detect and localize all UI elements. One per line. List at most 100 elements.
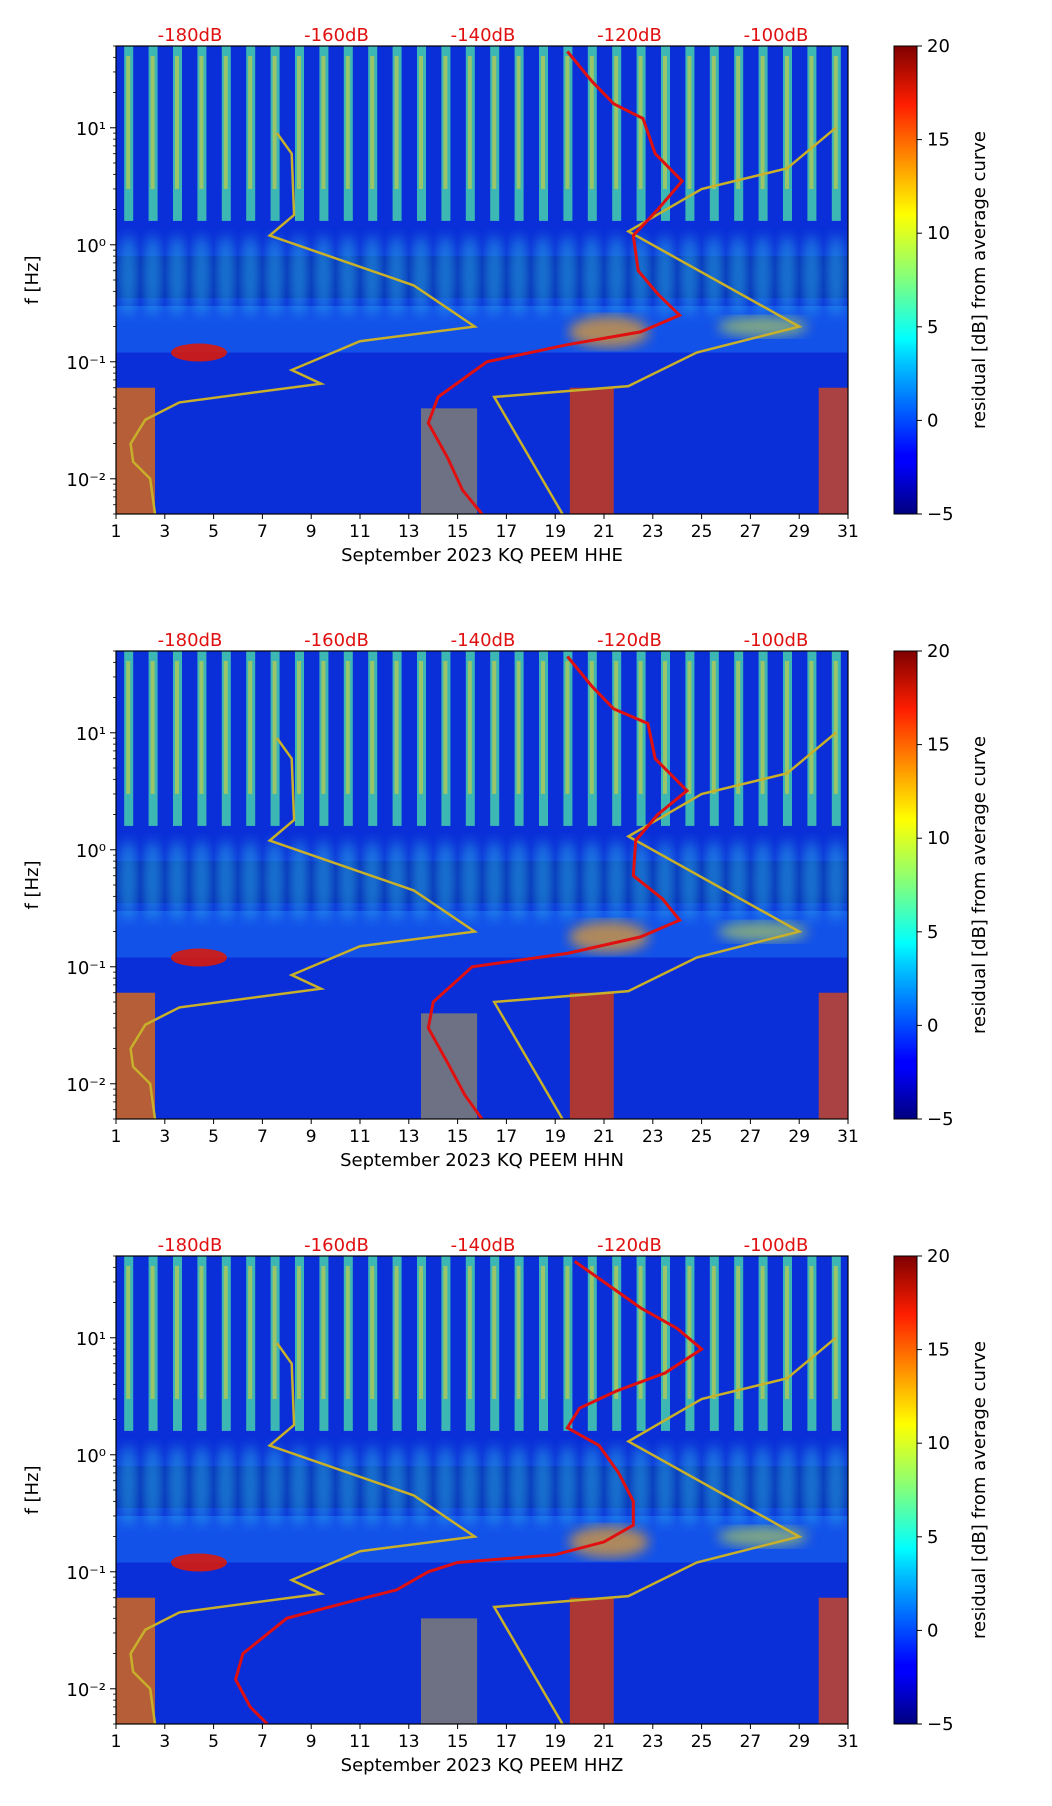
y-tick-label: 10⁻² — [66, 470, 106, 491]
top-db-label: -160dB — [304, 630, 369, 651]
x-tick-label: 13 — [398, 1127, 420, 1147]
y-tick-label: 10⁻¹ — [66, 1563, 106, 1584]
colorbar-tick-label: 20 — [927, 641, 950, 662]
spectrogram-image — [116, 1256, 848, 1724]
x-tick-label: 11 — [349, 1732, 371, 1752]
spectrogram-image — [116, 651, 848, 1119]
x-tick-label: 25 — [691, 1732, 713, 1752]
x-tick-label: 1 — [111, 1732, 122, 1752]
x-tick-label: 31 — [837, 1732, 859, 1752]
colorbar-title: residual [dB] from average curve — [969, 1341, 990, 1639]
colorbar-tick-label: 20 — [927, 1246, 950, 1267]
colorbar-tick-label: −5 — [927, 1714, 954, 1735]
x-tick-label: 29 — [788, 522, 810, 542]
colorbar-tick-label: 5 — [927, 922, 938, 943]
y-tick-label: 10⁻² — [66, 1075, 106, 1096]
top-db-label: -180dB — [158, 25, 223, 46]
y-axis-title: f [Hz] — [22, 1465, 43, 1514]
y-tick-label: 10¹ — [76, 119, 106, 140]
x-tick-label: 5 — [208, 1127, 219, 1147]
y-tick-label: 10⁻¹ — [66, 353, 106, 374]
colorbar-tick-label: 0 — [927, 1015, 938, 1036]
x-tick-label: 25 — [691, 1127, 713, 1147]
x-axis-title: September 2023 KQ PEEM HHE — [341, 545, 623, 566]
x-tick-label: 23 — [642, 522, 664, 542]
series-line-3 — [233, 1260, 705, 1724]
colorbar-tick-label: 0 — [927, 410, 938, 431]
x-tick-label: 3 — [159, 522, 170, 542]
x-tick-label: 21 — [593, 522, 615, 542]
y-tick-label: 10¹ — [76, 1329, 106, 1350]
x-tick-label: 31 — [837, 1127, 859, 1147]
x-tick-label: 1 — [111, 522, 122, 542]
y-tick-label: 10⁰ — [76, 1446, 106, 1467]
x-tick-label: 9 — [306, 1127, 317, 1147]
y-tick-label: 10⁻² — [66, 1680, 106, 1701]
x-tick-label: 9 — [306, 522, 317, 542]
colorbar-tick-label: 15 — [927, 130, 950, 151]
x-tick-label: 15 — [447, 522, 469, 542]
x-axis-title: September 2023 KQ PEEM HHZ — [341, 1755, 624, 1776]
top-db-label: -180dB — [158, 630, 223, 651]
y-axis-title: f [Hz] — [22, 860, 43, 909]
colorbar-tick-label: 10 — [927, 1433, 950, 1454]
colorbar-tick-label: −5 — [927, 504, 954, 525]
x-tick-label: 3 — [159, 1127, 170, 1147]
top-db-label: -100dB — [744, 1235, 809, 1256]
top-db-label: -180dB — [158, 1235, 223, 1256]
x-tick-label: 15 — [447, 1127, 469, 1147]
series-line-3 — [426, 50, 685, 514]
x-tick-label: 17 — [496, 1127, 518, 1147]
x-tick-label: 23 — [642, 1732, 664, 1752]
x-tick-label: 5 — [208, 1732, 219, 1752]
series-line-1 — [129, 1342, 479, 1724]
x-tick-label: 29 — [788, 1127, 810, 1147]
series-line-1 — [129, 737, 479, 1119]
y-axis-title: f [Hz] — [22, 255, 43, 304]
top-db-label: -160dB — [304, 1235, 369, 1256]
x-tick-label: 29 — [788, 1732, 810, 1752]
spectrogram-image — [116, 46, 848, 514]
x-tick-label: 21 — [593, 1732, 615, 1752]
x-tick-label: 7 — [257, 1127, 268, 1147]
y-tick-label: 10⁻¹ — [66, 958, 106, 979]
colorbar — [893, 1255, 918, 1725]
colorbar-tick-label: 20 — [927, 36, 950, 57]
x-tick-label: 3 — [159, 1732, 170, 1752]
top-db-label: -120dB — [597, 630, 662, 651]
x-tick-label: 11 — [349, 1127, 371, 1147]
x-tick-label: 27 — [740, 522, 762, 542]
x-tick-label: 27 — [740, 1732, 762, 1752]
y-tick-label: 10⁰ — [76, 236, 106, 257]
y-tick-label: 10⁰ — [76, 841, 106, 862]
colorbar-tick-label: −5 — [927, 1109, 954, 1130]
colorbar-tick-label: 15 — [927, 735, 950, 756]
x-tick-label: 1 — [111, 1127, 122, 1147]
x-tick-label: 27 — [740, 1127, 762, 1147]
top-db-label: -160dB — [304, 25, 369, 46]
x-tick-label: 9 — [306, 1732, 317, 1752]
colorbar — [893, 45, 918, 515]
x-tick-label: 17 — [496, 1732, 518, 1752]
x-tick-label: 25 — [691, 522, 713, 542]
x-tick-label: 11 — [349, 522, 371, 542]
series-line-2 — [492, 1336, 837, 1724]
x-tick-label: 19 — [544, 1732, 566, 1752]
colorbar — [893, 650, 918, 1120]
colorbar-tick-label: 10 — [927, 828, 950, 849]
colorbar-tick-label: 15 — [927, 1340, 950, 1361]
colorbar-title: residual [dB] from average curve — [969, 131, 990, 429]
x-tick-label: 21 — [593, 1127, 615, 1147]
x-axis-title: September 2023 KQ PEEM HHN — [340, 1150, 624, 1171]
x-tick-label: 5 — [208, 522, 219, 542]
series-line-2 — [492, 126, 837, 514]
top-db-label: -100dB — [744, 630, 809, 651]
colorbar-tick-label: 5 — [927, 317, 938, 338]
x-tick-label: 15 — [447, 1732, 469, 1752]
top-db-label: -140dB — [451, 25, 516, 46]
x-tick-label: 23 — [642, 1127, 664, 1147]
